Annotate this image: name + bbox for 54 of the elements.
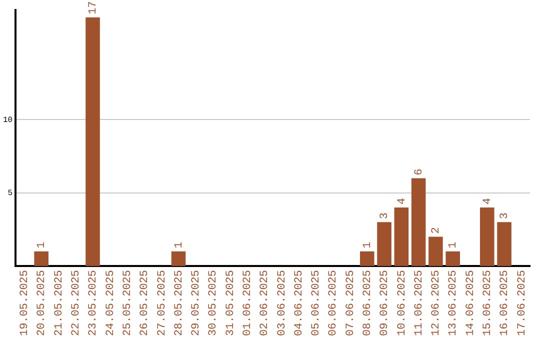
x-tick-label: 07.06.2025 [344, 270, 357, 336]
data-label: 4 [396, 197, 408, 204]
x-tick-label: 22.05.2025 [70, 270, 83, 336]
bar [394, 207, 409, 266]
bar [497, 222, 512, 266]
x-tick-label: 26.05.2025 [139, 270, 152, 336]
data-label: 1 [173, 241, 186, 248]
x-tick-label: 15.06.2025 [482, 270, 494, 336]
x-tick-label: 16.06.2025 [499, 270, 512, 336]
x-tick-label: 10.06.2025 [396, 270, 408, 336]
x-tick-label: 14.06.2025 [464, 270, 477, 336]
bar [428, 236, 443, 266]
data-label: 1 [36, 241, 48, 248]
x-tick-label: 30.05.2025 [208, 270, 220, 336]
x-tick-label: 19.05.2025 [19, 270, 32, 336]
data-label: 17 [88, 1, 100, 14]
y-tick-label: 10 [2, 116, 13, 125]
bar [480, 207, 494, 266]
x-tick-label: 11.06.2025 [413, 270, 426, 336]
data-label: 4 [482, 197, 494, 204]
bar [86, 17, 100, 266]
x-tick-label: 31.05.2025 [224, 270, 237, 336]
bar [377, 222, 392, 266]
y-tick-label: 5 [8, 188, 13, 198]
x-tick-label: 29.05.2025 [190, 270, 203, 336]
x-tick-label: 05.06.2025 [310, 270, 323, 336]
data-label: 3 [379, 212, 392, 220]
data-label: 3 [499, 212, 512, 220]
bar [360, 251, 374, 266]
x-tick-label: 12.06.2025 [430, 270, 443, 336]
x-tick-label: 24.05.2025 [104, 270, 117, 336]
bar [34, 251, 48, 266]
x-tick-label: 09.06.2025 [379, 270, 392, 336]
x-tick-label: 06.06.2025 [328, 270, 340, 336]
bar [171, 251, 186, 266]
x-tick-label: 04.06.2025 [293, 270, 306, 336]
x-tick-label: 28.05.2025 [173, 270, 186, 336]
x-tick-label: 13.06.2025 [448, 270, 460, 336]
x-tick-label: 27.05.2025 [156, 270, 168, 336]
x-tick-label: 21.05.2025 [53, 270, 66, 336]
data-label: 1 [448, 241, 460, 248]
data-label: 1 [362, 241, 374, 248]
x-tick-label: 08.06.2025 [362, 270, 374, 336]
x-tick-label: 02.06.2025 [259, 270, 272, 336]
x-tick-label: 23.05.2025 [88, 270, 100, 336]
x-tick-label: 17.06.2025 [516, 270, 528, 336]
bar [411, 178, 426, 266]
x-tick-label: 03.06.2025 [276, 270, 288, 336]
x-tick-label: 01.06.2025 [242, 270, 254, 336]
bar [446, 251, 460, 266]
x-tick-label: 20.05.2025 [36, 270, 48, 336]
x-tick-label: 25.05.2025 [122, 270, 134, 336]
data-label: 2 [430, 227, 443, 234]
data-label: 6 [413, 168, 426, 176]
